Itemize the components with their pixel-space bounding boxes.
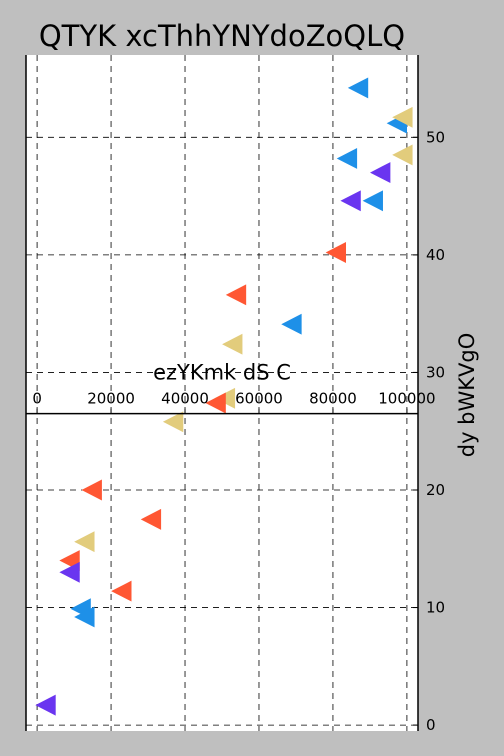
- data-point-23: [35, 694, 56, 716]
- data-point-4: [336, 148, 358, 169]
- data-point-11: [222, 333, 243, 355]
- data-points: [35, 77, 413, 716]
- x-tick-label-0: 0: [32, 390, 42, 408]
- data-point-15: [81, 479, 102, 501]
- data-point-14: [162, 411, 184, 433]
- y-tick-label-0: 0: [426, 716, 436, 734]
- data-point-3: [392, 144, 413, 166]
- data-point-2: [392, 106, 413, 128]
- x-axis-ticks: 0 20000 40000 60000 80000 100000: [32, 390, 436, 414]
- x-tick-label-1: 20000: [87, 390, 135, 408]
- data-point-9: [225, 284, 247, 306]
- data-point-19: [59, 561, 80, 583]
- grid-lines: [26, 55, 418, 731]
- data-point-16: [140, 508, 162, 530]
- data-point-13: [205, 392, 226, 414]
- x-tick-label-3: 60000: [235, 390, 283, 408]
- data-point-0: [347, 77, 369, 99]
- data-point-8: [325, 242, 346, 263]
- y-tick-label-2: 20: [426, 481, 445, 499]
- y-tick-label-5: 50: [426, 128, 445, 146]
- x-tick-label-4: 80000: [309, 390, 357, 408]
- y-axis-ticks: 0 10 20 30 40 50: [413, 128, 445, 734]
- x-tick-label-5: 100000: [378, 390, 435, 408]
- data-point-6: [340, 190, 361, 212]
- data-point-5: [370, 162, 391, 184]
- x-axis-label: ezYKmk dS C: [153, 361, 291, 385]
- y-tick-label-1: 10: [426, 599, 445, 617]
- data-point-22: [74, 606, 95, 628]
- x-tick-label-2: 40000: [161, 390, 209, 408]
- data-point-17: [74, 531, 95, 553]
- data-point-10: [281, 313, 302, 335]
- data-point-7: [362, 190, 383, 212]
- data-point-20: [111, 580, 132, 602]
- y-axis-label: dy bWKVgO: [455, 333, 479, 458]
- chart-title: QTYK xcThhYNYdoZoQLQ: [39, 19, 405, 53]
- plot-area: [26, 55, 418, 731]
- y-tick-label-4: 40: [426, 246, 445, 264]
- y-tick-label-3: 30: [426, 363, 445, 381]
